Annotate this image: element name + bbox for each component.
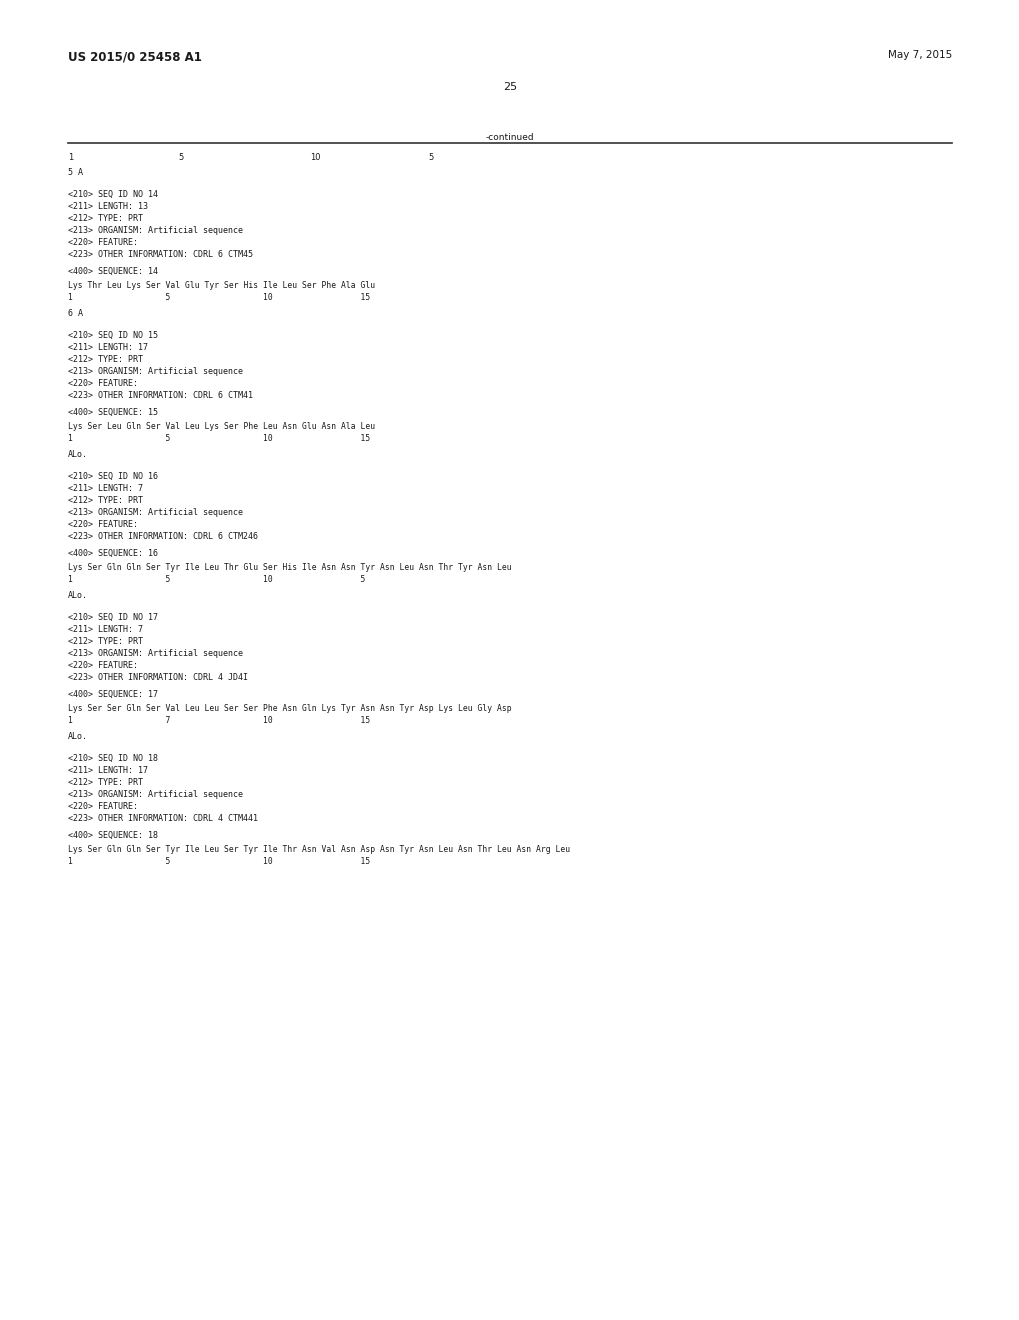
Text: <210> SEQ ID NO 17: <210> SEQ ID NO 17 — [68, 612, 158, 622]
Text: <220> FEATURE:: <220> FEATURE: — [68, 803, 138, 810]
Text: <212> TYPE: PRT: <212> TYPE: PRT — [68, 496, 143, 506]
Text: 25: 25 — [502, 82, 517, 92]
Text: 5: 5 — [178, 153, 183, 162]
Text: 1: 1 — [68, 153, 73, 162]
Text: Lys Ser Leu Gln Ser Val Leu Lys Ser Phe Leu Asn Glu Asn Ala Leu: Lys Ser Leu Gln Ser Val Leu Lys Ser Phe … — [68, 422, 375, 432]
Text: -continued: -continued — [485, 133, 534, 143]
Text: 6 A: 6 A — [68, 309, 83, 318]
Text: <223> OTHER INFORMATION: CDRL 6 CTM246: <223> OTHER INFORMATION: CDRL 6 CTM246 — [68, 532, 258, 541]
Text: <220> FEATURE:: <220> FEATURE: — [68, 379, 138, 388]
Text: <223> OTHER INFORMATION: CDRL 6 CTM41: <223> OTHER INFORMATION: CDRL 6 CTM41 — [68, 391, 253, 400]
Text: ALo.: ALo. — [68, 733, 88, 741]
Text: <213> ORGANISM: Artificial sequence: <213> ORGANISM: Artificial sequence — [68, 649, 243, 657]
Text: <213> ORGANISM: Artificial sequence: <213> ORGANISM: Artificial sequence — [68, 508, 243, 517]
Text: <212> TYPE: PRT: <212> TYPE: PRT — [68, 638, 143, 645]
Text: Lys Thr Leu Lys Ser Val Glu Tyr Ser His Ile Leu Ser Phe Ala Glu: Lys Thr Leu Lys Ser Val Glu Tyr Ser His … — [68, 281, 375, 290]
Text: <223> OTHER INFORMATION: CDRL 4 CTM441: <223> OTHER INFORMATION: CDRL 4 CTM441 — [68, 814, 258, 822]
Text: 1                   5                   10                  15: 1 5 10 15 — [68, 857, 370, 866]
Text: 1                   5                   10                  15: 1 5 10 15 — [68, 293, 370, 302]
Text: <223> OTHER INFORMATION: CDRL 6 CTM45: <223> OTHER INFORMATION: CDRL 6 CTM45 — [68, 249, 253, 259]
Text: <211> LENGTH: 17: <211> LENGTH: 17 — [68, 343, 148, 352]
Text: <211> LENGTH: 17: <211> LENGTH: 17 — [68, 766, 148, 775]
Text: <400> SEQUENCE: 15: <400> SEQUENCE: 15 — [68, 408, 158, 417]
Text: ALo.: ALo. — [68, 450, 88, 459]
Text: <210> SEQ ID NO 18: <210> SEQ ID NO 18 — [68, 754, 158, 763]
Text: 5 A: 5 A — [68, 168, 83, 177]
Text: <220> FEATURE:: <220> FEATURE: — [68, 661, 138, 671]
Text: <220> FEATURE:: <220> FEATURE: — [68, 520, 138, 529]
Text: US 2015/0 25458 A1: US 2015/0 25458 A1 — [68, 50, 202, 63]
Text: <210> SEQ ID NO 15: <210> SEQ ID NO 15 — [68, 331, 158, 341]
Text: <210> SEQ ID NO 16: <210> SEQ ID NO 16 — [68, 473, 158, 480]
Text: <212> TYPE: PRT: <212> TYPE: PRT — [68, 214, 143, 223]
Text: <400> SEQUENCE: 16: <400> SEQUENCE: 16 — [68, 549, 158, 558]
Text: May 7, 2015: May 7, 2015 — [887, 50, 951, 59]
Text: 1                   5                   10                  15: 1 5 10 15 — [68, 434, 370, 444]
Text: Lys Ser Gln Gln Ser Tyr Ile Leu Thr Glu Ser His Ile Asn Asn Tyr Asn Leu Asn Thr : Lys Ser Gln Gln Ser Tyr Ile Leu Thr Glu … — [68, 564, 512, 572]
Text: <211> LENGTH: 13: <211> LENGTH: 13 — [68, 202, 148, 211]
Text: Lys Ser Ser Gln Ser Val Leu Leu Ser Ser Phe Asn Gln Lys Tyr Asn Asn Tyr Asp Lys : Lys Ser Ser Gln Ser Val Leu Leu Ser Ser … — [68, 704, 512, 713]
Text: <213> ORGANISM: Artificial sequence: <213> ORGANISM: Artificial sequence — [68, 789, 243, 799]
Text: <212> TYPE: PRT: <212> TYPE: PRT — [68, 355, 143, 364]
Text: <211> LENGTH: 7: <211> LENGTH: 7 — [68, 484, 143, 492]
Text: 5: 5 — [428, 153, 433, 162]
Text: <220> FEATURE:: <220> FEATURE: — [68, 238, 138, 247]
Text: 1                   5                   10                  5: 1 5 10 5 — [68, 576, 365, 583]
Text: <223> OTHER INFORMATION: CDRL 4 JD4I: <223> OTHER INFORMATION: CDRL 4 JD4I — [68, 673, 248, 682]
Text: <213> ORGANISM: Artificial sequence: <213> ORGANISM: Artificial sequence — [68, 226, 243, 235]
Text: <210> SEQ ID NO 14: <210> SEQ ID NO 14 — [68, 190, 158, 199]
Text: <400> SEQUENCE: 14: <400> SEQUENCE: 14 — [68, 267, 158, 276]
Text: <400> SEQUENCE: 17: <400> SEQUENCE: 17 — [68, 690, 158, 700]
Text: ALo.: ALo. — [68, 591, 88, 601]
Text: <213> ORGANISM: Artificial sequence: <213> ORGANISM: Artificial sequence — [68, 367, 243, 376]
Text: <400> SEQUENCE: 18: <400> SEQUENCE: 18 — [68, 832, 158, 840]
Text: 10: 10 — [310, 153, 320, 162]
Text: <212> TYPE: PRT: <212> TYPE: PRT — [68, 777, 143, 787]
Text: Lys Ser Gln Gln Ser Tyr Ile Leu Ser Tyr Ile Thr Asn Val Asn Asp Asn Tyr Asn Leu : Lys Ser Gln Gln Ser Tyr Ile Leu Ser Tyr … — [68, 845, 570, 854]
Text: <211> LENGTH: 7: <211> LENGTH: 7 — [68, 624, 143, 634]
Text: 1                   7                   10                  15: 1 7 10 15 — [68, 715, 370, 725]
